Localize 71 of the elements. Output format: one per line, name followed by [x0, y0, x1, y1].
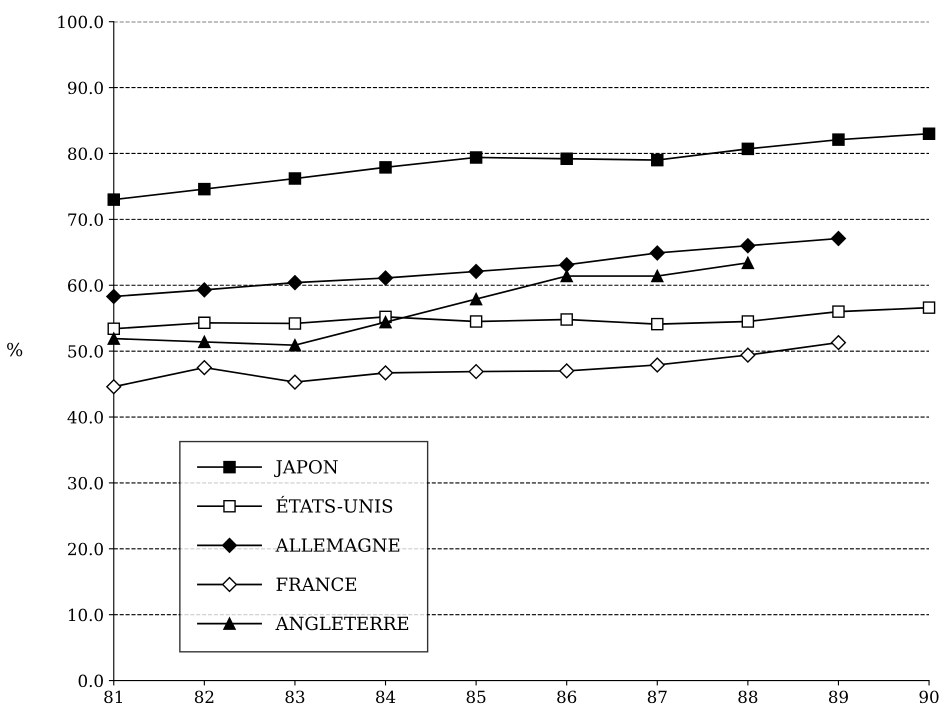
point — [560, 313, 573, 326]
point — [468, 264, 484, 279]
point — [288, 338, 302, 352]
legend-label: ANGLETERRE — [275, 616, 408, 630]
y-tick-label: 100.0 — [58, 16, 103, 28]
point — [560, 152, 573, 166]
y-tick-label: 60.0 — [68, 279, 103, 292]
legend-label: ALLEMAGNE — [275, 538, 400, 552]
point — [470, 292, 482, 306]
point — [378, 365, 394, 380]
point — [287, 275, 303, 290]
point — [740, 238, 756, 254]
point — [288, 317, 302, 330]
y-axis-title: % — [7, 342, 22, 356]
point — [106, 379, 122, 394]
x-tick-label: 89 — [828, 690, 848, 704]
point — [198, 182, 211, 196]
point — [288, 172, 302, 185]
point — [650, 245, 665, 261]
point — [922, 301, 936, 314]
y-tick-label: 50.0 — [68, 345, 103, 358]
point — [287, 374, 303, 390]
x-tick-label: 82 — [194, 690, 214, 704]
y-tick-label: 80.0 — [68, 147, 103, 160]
point — [832, 133, 845, 146]
y-tick-label: 20.0 — [68, 542, 103, 556]
point — [108, 322, 120, 335]
point — [742, 256, 754, 270]
legend-label: ÉTATS-UNIS — [276, 496, 392, 513]
point — [559, 363, 574, 378]
y-tick-label: 0.0 — [78, 674, 103, 688]
point — [468, 364, 484, 380]
legend-label: FRANCE — [276, 577, 356, 592]
point — [651, 318, 664, 330]
point — [108, 332, 120, 345]
point — [651, 270, 664, 282]
point — [830, 335, 846, 350]
point — [379, 316, 392, 328]
point — [742, 315, 754, 328]
legend-label: JAPON — [274, 460, 338, 478]
point — [198, 316, 211, 330]
point — [378, 270, 394, 286]
x-tick-label: 90 — [919, 690, 939, 704]
x-tick-label: 88 — [738, 690, 758, 704]
y-tick-label: 10.0 — [68, 608, 103, 622]
point — [379, 161, 392, 174]
point — [108, 193, 120, 206]
x-tick-label: 87 — [648, 690, 667, 704]
point — [559, 257, 574, 272]
point — [470, 315, 482, 328]
y-tick-label: 30.0 — [68, 476, 103, 490]
point — [651, 154, 664, 166]
point — [196, 282, 212, 298]
point — [196, 360, 212, 376]
point — [740, 348, 756, 363]
x-tick-label: 85 — [466, 690, 486, 704]
x-tick-label: 83 — [285, 690, 304, 704]
y-tick-label: 40.0 — [67, 410, 103, 424]
point — [650, 357, 665, 373]
point — [470, 151, 482, 164]
x-tick-label: 81 — [104, 690, 122, 704]
x-tick-label: 86 — [557, 690, 576, 704]
point — [742, 142, 754, 156]
y-tick-label: 90.0 — [68, 82, 103, 94]
x-tick-label: 84 — [376, 690, 396, 704]
point — [922, 127, 936, 140]
point — [832, 305, 845, 318]
point — [106, 288, 122, 304]
point — [830, 230, 846, 246]
y-tick-label: 70.0 — [68, 213, 103, 226]
point — [198, 336, 211, 348]
